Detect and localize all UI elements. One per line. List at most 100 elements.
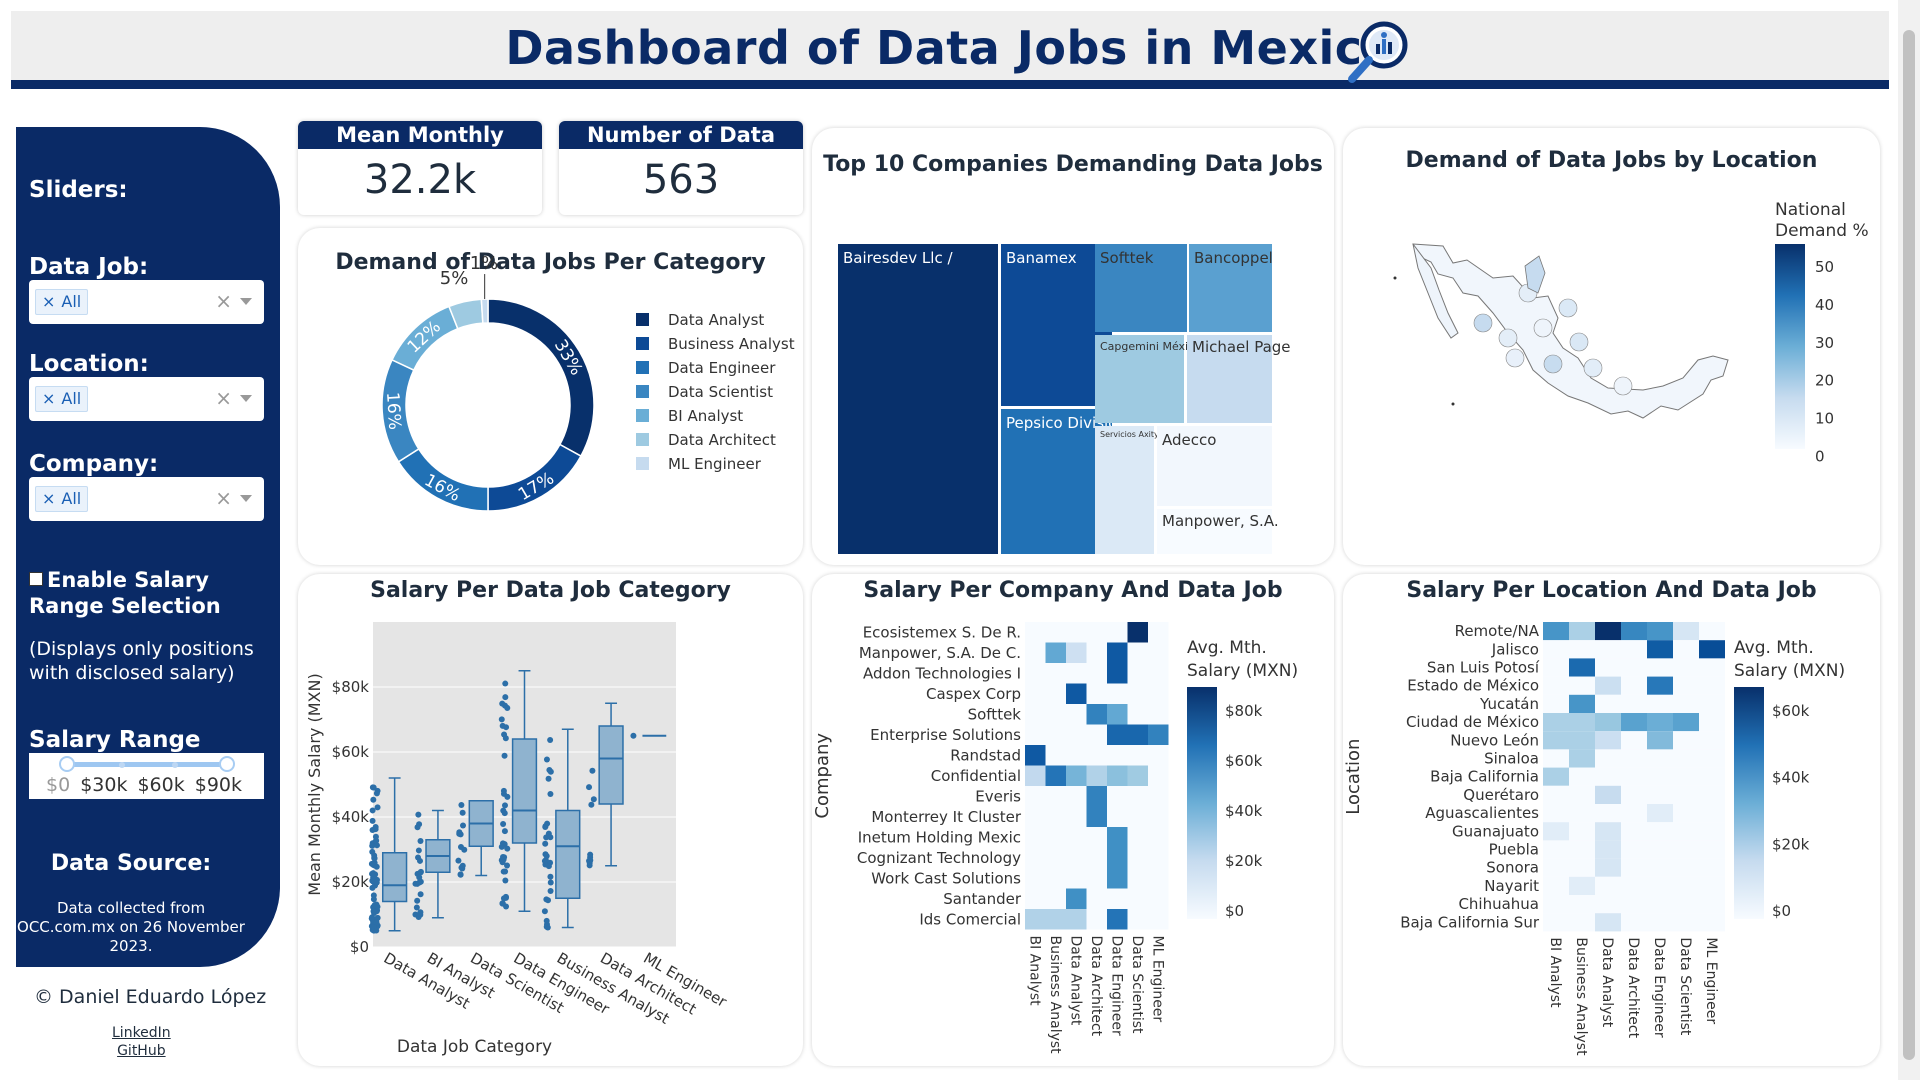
heatmap-cell[interactable] [1621, 731, 1647, 750]
data-point[interactable] [586, 857, 593, 864]
heatmap-cell[interactable] [1595, 676, 1621, 695]
box-iqr[interactable] [598, 725, 624, 805]
heatmap-cell[interactable] [1699, 822, 1725, 841]
data-point[interactable] [417, 857, 424, 864]
heatmap-cell[interactable] [1025, 847, 1046, 869]
treemap-tile[interactable] [1001, 409, 1112, 554]
data-job-dropdown[interactable]: × All × [29, 280, 264, 324]
data-point[interactable] [460, 822, 467, 829]
donut-slice[interactable] [480, 298, 489, 324]
heatmap-cell[interactable] [1621, 895, 1647, 914]
heatmap-cell[interactable] [1086, 724, 1108, 746]
heatmap-cell[interactable] [1569, 895, 1595, 914]
data-point[interactable] [500, 787, 507, 794]
heatmap-cell[interactable] [1673, 858, 1699, 877]
data-point[interactable] [413, 904, 420, 911]
heatmap-cell[interactable] [1025, 765, 1046, 787]
heatmap-cell[interactable] [1107, 663, 1128, 684]
company-heatmap[interactable]: Company Ecosistemex S. De R. Manpower, S.A… [812, 574, 1334, 1066]
data-point[interactable] [417, 868, 424, 875]
state-region[interactable] [1613, 376, 1633, 396]
data-point[interactable] [373, 790, 380, 797]
heatmap-cell[interactable] [1543, 658, 1569, 677]
box-iqr[interactable] [555, 809, 581, 899]
data-point[interactable] [456, 829, 463, 836]
legend-swatch[interactable] [636, 361, 649, 374]
legend-label[interactable]: Data Architect [668, 431, 776, 449]
heatmap-cell[interactable] [1045, 683, 1067, 705]
heatmap-cell[interactable] [1699, 749, 1725, 768]
state-region[interactable] [1543, 354, 1563, 374]
heatmap-cell[interactable] [1127, 786, 1149, 807]
heatmap-cell[interactable] [1025, 683, 1046, 705]
heatmap-cell[interactable] [1107, 827, 1128, 848]
data-point[interactable] [499, 900, 506, 907]
chevron-down-icon[interactable] [240, 495, 252, 502]
heatmap-cell[interactable] [1647, 749, 1673, 768]
heatmap-cell[interactable] [1543, 767, 1569, 786]
legend-label[interactable]: BI Analyst [668, 407, 743, 425]
data-point[interactable] [371, 873, 378, 880]
heatmap-cell[interactable] [1673, 749, 1699, 768]
heatmap-cell[interactable] [1066, 704, 1087, 725]
treemap-tile[interactable] [838, 244, 998, 554]
heatmap-cell[interactable] [1086, 683, 1108, 705]
heatmap-cell[interactable] [1025, 745, 1046, 766]
treemap-tile[interactable] [1189, 244, 1272, 332]
treemap-tile[interactable] [1001, 244, 1112, 406]
heatmap-cell[interactable] [1647, 895, 1673, 914]
data-point[interactable] [547, 737, 554, 744]
data-point[interactable] [412, 880, 419, 887]
vertical-scrollbar[interactable] [1898, 0, 1920, 1080]
data-point[interactable] [630, 732, 637, 739]
heatmap-cell[interactable] [1569, 676, 1595, 695]
heatmap-cell[interactable] [1621, 858, 1647, 877]
data-point[interactable] [372, 833, 379, 840]
heatmap-cell[interactable] [1647, 640, 1673, 659]
heatmap-cell[interactable] [1045, 745, 1067, 766]
heatmap-cell[interactable] [1025, 663, 1046, 684]
heatmap-cell[interactable] [1543, 694, 1569, 713]
data-point[interactable] [457, 871, 464, 878]
data-point[interactable] [542, 851, 549, 858]
data-point[interactable] [501, 828, 508, 835]
heatmap-cell[interactable] [1045, 847, 1067, 869]
heatmap-cell[interactable] [1107, 724, 1128, 746]
salary-range-checkbox[interactable]: Enable Salary Range Selection [29, 567, 280, 619]
heatmap-cell[interactable] [1025, 909, 1046, 930]
heatmap-cell[interactable] [1066, 642, 1087, 664]
state-region[interactable] [1533, 318, 1553, 338]
data-point[interactable] [501, 802, 508, 809]
heatmap-cell[interactable] [1647, 804, 1673, 823]
heatmap-cell[interactable] [1595, 840, 1621, 859]
heatmap-cell[interactable] [1699, 858, 1725, 877]
data-point[interactable] [370, 908, 377, 915]
treemap-tile[interactable] [1095, 244, 1187, 332]
heatmap-cell[interactable] [1148, 663, 1169, 684]
heatmap-cell[interactable] [1621, 640, 1647, 659]
heatmap-cell[interactable] [1595, 858, 1621, 877]
data-point[interactable] [373, 842, 380, 849]
heatmap-cell[interactable] [1673, 767, 1699, 786]
heatmap-cell[interactable] [1569, 658, 1595, 677]
data-point[interactable] [369, 817, 376, 824]
heatmap-cell[interactable] [1595, 731, 1621, 750]
data-point[interactable] [547, 879, 554, 886]
heatmap-cell[interactable] [1543, 876, 1569, 895]
selected-chip[interactable]: × All [35, 486, 89, 512]
heatmap-cell[interactable] [1066, 847, 1087, 869]
data-point[interactable] [504, 704, 511, 711]
data-point[interactable] [547, 834, 554, 841]
data-point[interactable] [504, 845, 511, 852]
heatmap-cell[interactable] [1699, 895, 1725, 914]
heatmap-cell[interactable] [1569, 731, 1595, 750]
state-region[interactable] [1569, 332, 1589, 352]
data-point[interactable] [504, 862, 511, 869]
heatmap-cell[interactable] [1569, 694, 1595, 713]
baja-peninsula[interactable] [1412, 243, 1459, 339]
heatmap-cell[interactable] [1595, 785, 1621, 804]
heatmap-cell[interactable] [1086, 704, 1108, 725]
clear-icon[interactable]: × [215, 486, 232, 510]
heatmap-cell[interactable] [1595, 694, 1621, 713]
data-point[interactable] [370, 896, 377, 903]
